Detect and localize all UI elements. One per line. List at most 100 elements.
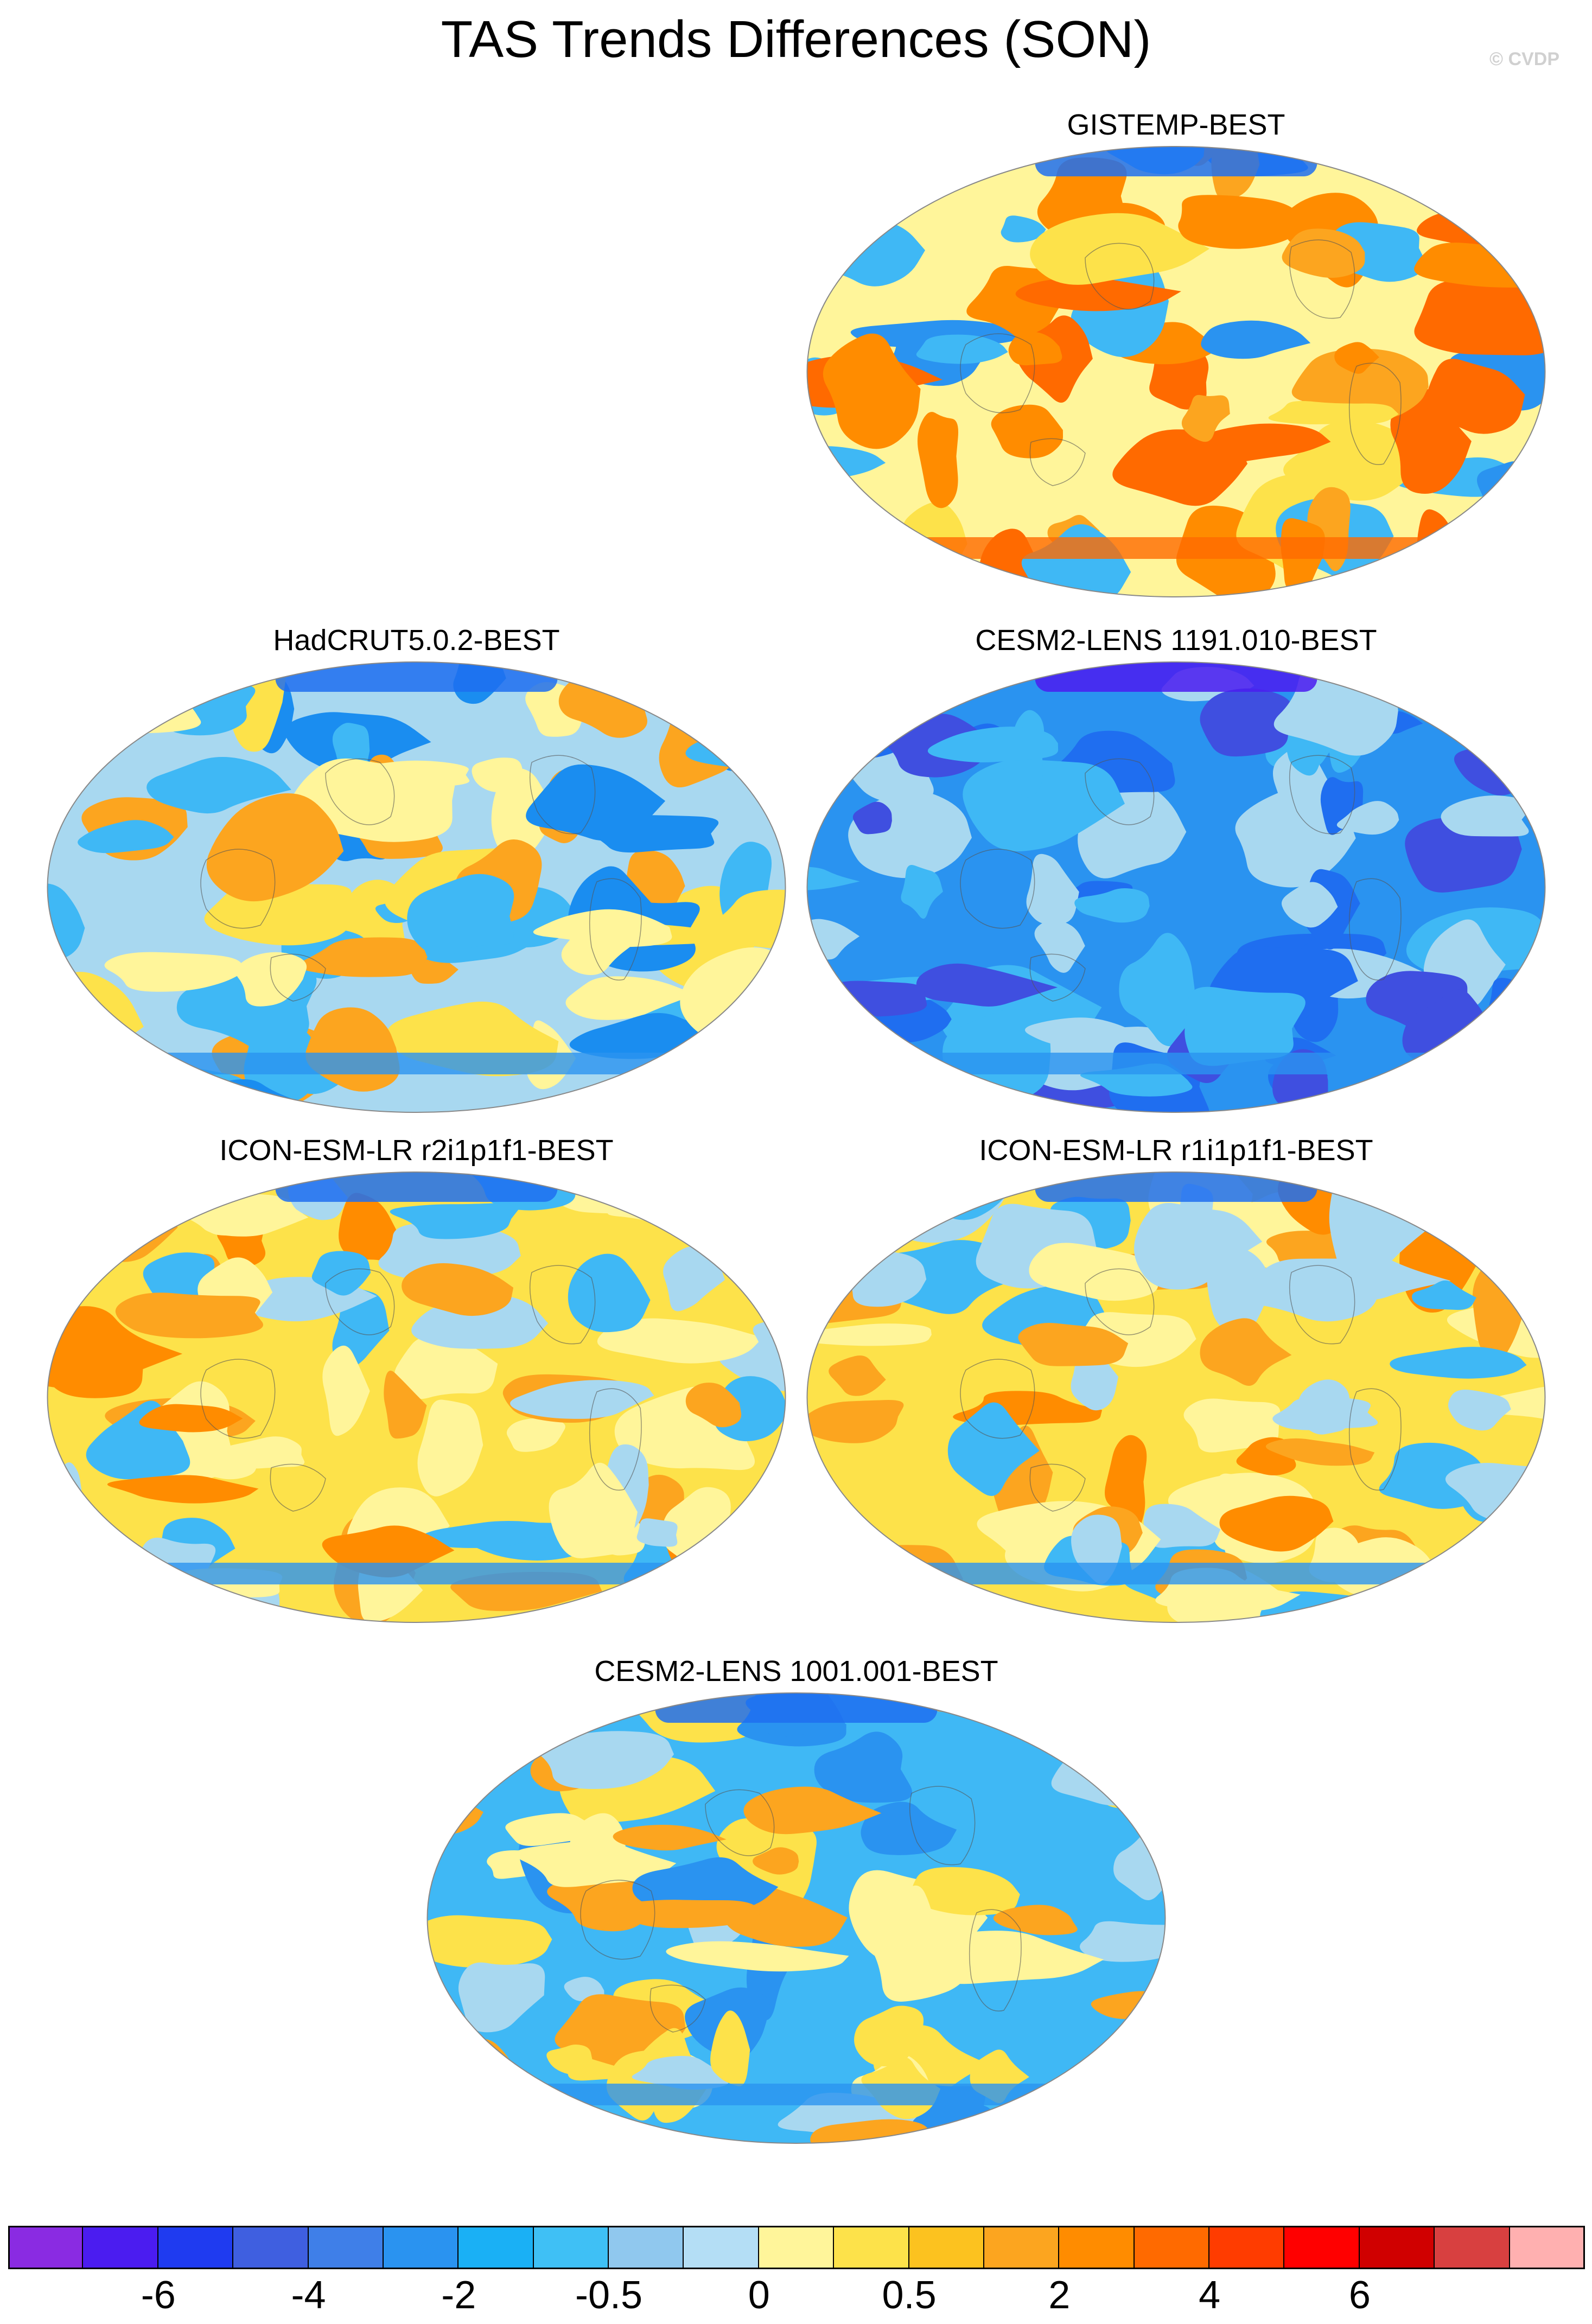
coastline bbox=[1348, 1388, 1402, 1491]
anomaly-contour bbox=[1282, 228, 1365, 278]
anomaly-contour bbox=[1448, 1389, 1511, 1431]
anomaly-contour bbox=[1414, 278, 1545, 355]
anomaly-contour bbox=[407, 874, 514, 956]
colorbar-tick-label: -0.5 bbox=[575, 2274, 643, 2317]
coastline bbox=[1348, 362, 1402, 465]
world-map bbox=[426, 1692, 1166, 2144]
anomaly-contour bbox=[47, 883, 85, 960]
colorbar-tick-label: 4 bbox=[1199, 2274, 1221, 2317]
map-outline bbox=[47, 661, 786, 1113]
colorbar-swatch bbox=[684, 2226, 759, 2269]
anomaly-contour bbox=[927, 727, 1059, 763]
coastline bbox=[705, 1789, 775, 1856]
arctic-anomaly bbox=[1035, 147, 1317, 176]
anomaly-contour bbox=[807, 1323, 932, 1346]
coastline bbox=[580, 1880, 655, 1960]
anomaly-contour bbox=[963, 759, 1125, 851]
colorbar-swatch bbox=[1134, 2226, 1210, 2269]
southern-ocean-band bbox=[47, 1053, 786, 1074]
colorbar bbox=[8, 2226, 1585, 2269]
colorbar-swatch bbox=[1059, 2226, 1135, 2269]
coastline bbox=[1289, 755, 1355, 835]
coastline bbox=[649, 1984, 706, 2033]
colorbar-swatch bbox=[834, 2226, 909, 2269]
anomaly-contour bbox=[807, 867, 860, 891]
anomaly-contour bbox=[807, 147, 847, 200]
anomaly-contour bbox=[901, 1885, 935, 1957]
anomaly-contour bbox=[530, 1731, 674, 1789]
anomaly-contour bbox=[710, 2010, 750, 2087]
panel-title: ICON-ESM-LR r2i1p1f1-BEST bbox=[219, 1134, 614, 1167]
anomaly-contour bbox=[427, 2105, 456, 2136]
anomaly-contour bbox=[689, 1203, 786, 1260]
anomaly-contour bbox=[640, 662, 695, 710]
anomaly-contour bbox=[390, 1203, 519, 1239]
anomaly-contour bbox=[1024, 1017, 1142, 1051]
map-panel: ICON-ESM-LR r2i1p1f1-BEST bbox=[43, 1131, 789, 1631]
anomaly-contour bbox=[1143, 1504, 1221, 1548]
anomaly-contour bbox=[299, 937, 428, 977]
coastline bbox=[960, 333, 1035, 413]
colorbar-swatch bbox=[8, 2226, 84, 2269]
anomaly-contour bbox=[1441, 524, 1534, 597]
anomaly-contour bbox=[705, 889, 786, 949]
anomaly-contour bbox=[549, 1462, 638, 1558]
anomaly-contour bbox=[1001, 215, 1046, 243]
coastline bbox=[1085, 758, 1155, 825]
colorbar-swatch bbox=[308, 2226, 384, 2269]
anomaly-contour bbox=[104, 952, 245, 992]
anomaly-contour bbox=[1336, 801, 1399, 835]
anomaly-contour bbox=[565, 976, 696, 1020]
anomaly-contour bbox=[1097, 2074, 1166, 2136]
anomaly-contour bbox=[835, 539, 917, 580]
anomaly-contour bbox=[139, 1404, 243, 1432]
anomaly-contour bbox=[916, 334, 1008, 364]
anomaly-contour bbox=[420, 1521, 572, 1548]
anomaly-contour bbox=[1417, 167, 1497, 201]
coastline bbox=[960, 849, 1035, 929]
anomaly-contour bbox=[663, 1246, 725, 1311]
anomaly-contour bbox=[1008, 332, 1062, 366]
anomaly-contour bbox=[1297, 1379, 1350, 1435]
coastline bbox=[1289, 1265, 1355, 1345]
anomaly-contour bbox=[1018, 1322, 1129, 1366]
panel-title: CESM2-LENS 1001.001-BEST bbox=[594, 1655, 998, 1688]
colorbar-tick-label: -2 bbox=[441, 2274, 476, 2317]
anomaly-contour bbox=[472, 757, 524, 792]
anomaly-contour bbox=[1134, 1203, 1263, 1290]
arctic-anomaly bbox=[1035, 1172, 1317, 1202]
anomaly-contour bbox=[1029, 1243, 1158, 1301]
anomaly-contour bbox=[322, 1345, 370, 1436]
map-outline bbox=[806, 1171, 1546, 1623]
coastline bbox=[1029, 953, 1086, 1002]
colorbar-swatch bbox=[1510, 2226, 1585, 2269]
coastline bbox=[529, 1265, 596, 1345]
anomaly-contour bbox=[1203, 423, 1331, 463]
anomaly-contour bbox=[505, 2123, 602, 2143]
anomaly-contour bbox=[823, 333, 921, 449]
anomaly-contour bbox=[1026, 854, 1079, 925]
anomaly-contour bbox=[47, 1172, 194, 1206]
panel-title: HadCRUT5.0.2-BEST bbox=[273, 624, 560, 657]
anomaly-contour bbox=[838, 175, 903, 221]
panel-title: ICON-ESM-LR r1i1p1f1-BEST bbox=[979, 1134, 1373, 1167]
anomaly-contour bbox=[1201, 320, 1311, 359]
anomaly-contour bbox=[1281, 882, 1338, 928]
anomaly-contour bbox=[546, 2045, 593, 2075]
anomaly-contour bbox=[1207, 1248, 1273, 1337]
anomaly-contour bbox=[854, 2005, 924, 2067]
anomaly-contour bbox=[1489, 978, 1531, 1027]
map-outline bbox=[806, 146, 1546, 597]
anomaly-contour bbox=[320, 760, 470, 788]
anomaly-contour bbox=[445, 1693, 539, 1715]
anomaly-contour bbox=[993, 1905, 1078, 1935]
map-panel: CESM2-LENS 1191.010-BEST bbox=[803, 621, 1549, 1120]
anomaly-contour bbox=[311, 1251, 371, 1296]
anomaly-contour bbox=[910, 1867, 1020, 1915]
anomaly-contour bbox=[807, 980, 927, 1017]
anomaly-contour bbox=[1414, 1580, 1449, 1622]
anomaly-contour bbox=[854, 662, 920, 712]
anomaly-contour bbox=[684, 1545, 786, 1568]
anomaly-contour bbox=[1181, 394, 1230, 442]
map-panel: HadCRUT5.0.2-BEST bbox=[43, 621, 789, 1120]
